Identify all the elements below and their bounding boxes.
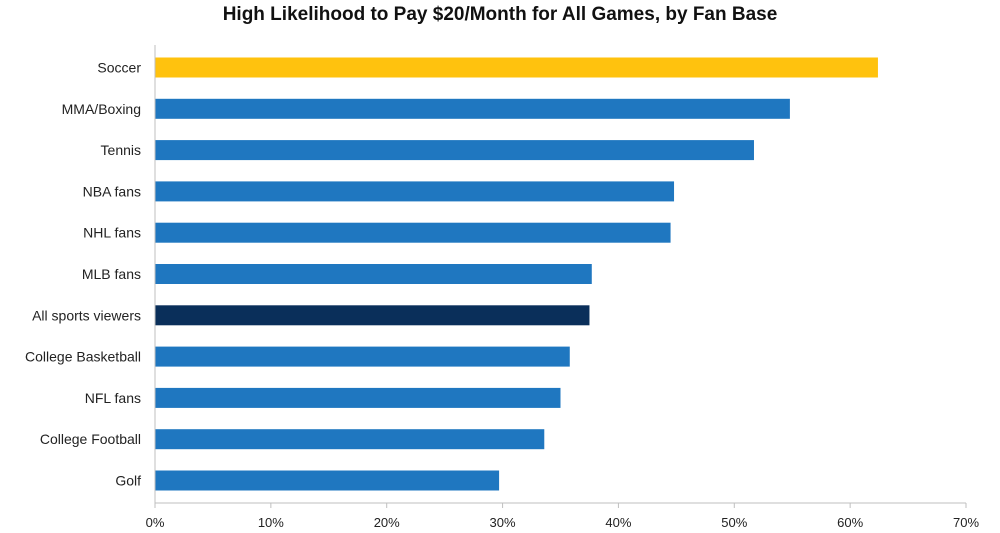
bar-soccer bbox=[155, 57, 878, 78]
bar-college-football bbox=[155, 429, 545, 450]
labels-layer: Soccer MMA/Boxing Tennis NBA fans NHL fans ML… bbox=[25, 60, 979, 531]
category-label: Soccer bbox=[97, 60, 141, 76]
bar-mlb-fans bbox=[155, 264, 592, 284]
x-tick-label: 70% bbox=[953, 515, 979, 530]
chart-title: High Likelihood to Pay $20/Month for All… bbox=[222, 4, 778, 25]
category-label: MMA/Boxing bbox=[62, 101, 141, 117]
bar-tennis bbox=[155, 140, 754, 161]
x-tick-label: 50% bbox=[721, 515, 747, 530]
x-tick-label: 0% bbox=[146, 515, 165, 530]
category-label: Golf bbox=[115, 473, 141, 489]
bar-nba-fans bbox=[155, 181, 675, 202]
axes-layer bbox=[154, 45, 967, 508]
x-tick-label: 40% bbox=[605, 515, 631, 530]
bar-college-basketball bbox=[155, 346, 570, 367]
category-label: MLB fans bbox=[82, 266, 141, 282]
x-tick-label: 60% bbox=[837, 515, 863, 530]
bar-nfl-fans bbox=[155, 387, 561, 408]
category-label: Tennis bbox=[101, 142, 141, 158]
x-tick-label: 20% bbox=[374, 515, 400, 530]
category-label: NHL fans bbox=[83, 225, 141, 241]
x-tick-label: 10% bbox=[258, 515, 284, 530]
category-label: NBA fans bbox=[83, 183, 141, 199]
bar-nhl-fans bbox=[155, 222, 671, 243]
category-label: All sports viewers bbox=[32, 307, 141, 323]
x-tick-label: 30% bbox=[490, 515, 516, 530]
bar-all-sports-viewers bbox=[155, 305, 590, 326]
bars-layer bbox=[155, 57, 878, 491]
category-label: NFL fans bbox=[85, 390, 141, 406]
bar-golf bbox=[155, 470, 500, 491]
category-label: College Football bbox=[40, 431, 141, 447]
bar-mma-boxing bbox=[155, 98, 790, 119]
category-label: College Basketball bbox=[25, 349, 141, 365]
